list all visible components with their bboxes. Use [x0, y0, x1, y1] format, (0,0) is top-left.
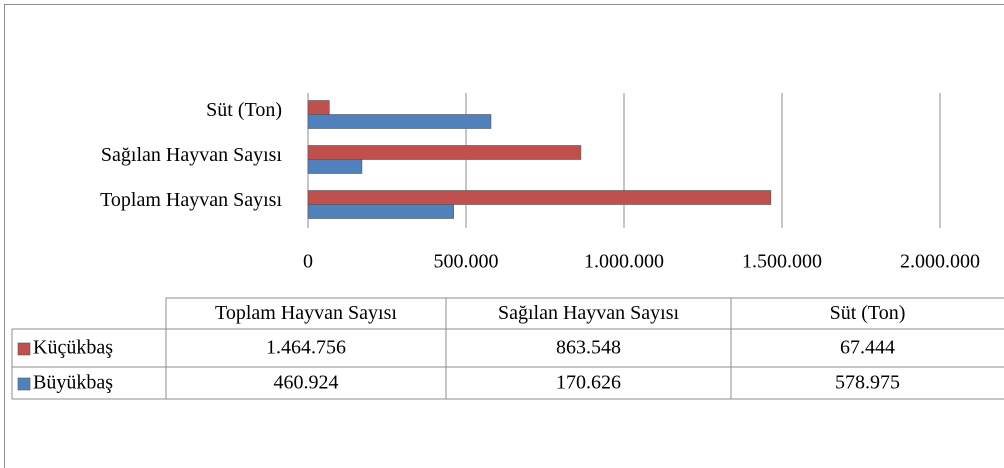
table-value: 1.464.756 [266, 337, 346, 359]
bar [307, 204, 454, 219]
y-tick-label: Süt (Ton) [206, 99, 282, 121]
x-tick-label: 2.000.000 [900, 251, 980, 273]
table-header: Süt (Ton) [830, 302, 906, 324]
x-tick-label: 500.000 [434, 251, 499, 273]
bar [307, 114, 492, 129]
bar [307, 100, 330, 115]
table-value: 460.924 [274, 372, 339, 394]
x-tick-label: 1.000.000 [584, 251, 664, 273]
bar [307, 190, 772, 205]
x-tick-label: 0 [303, 251, 313, 273]
bar [307, 145, 582, 160]
legend-label: Büyükbaş [33, 372, 113, 394]
table-value: 170.626 [556, 372, 621, 394]
legend-key [17, 377, 31, 391]
table-header: Toplam Hayvan Sayısı [215, 302, 397, 324]
legend-label: Küçükbaş [33, 337, 113, 359]
table-value: 67.444 [840, 337, 895, 359]
bar [307, 159, 363, 174]
table-value: 863.548 [556, 337, 621, 359]
chart-border [4, 4, 1004, 468]
x-tick-label: 1.500.000 [742, 251, 822, 273]
table-header: Sağılan Hayvan Sayısı [498, 302, 680, 324]
y-tick-label: Toplam Hayvan Sayısı [100, 189, 282, 211]
table-value: 578.975 [835, 372, 900, 394]
legend-key [17, 342, 31, 356]
y-tick-label: Sağılan Hayvan Sayısı [101, 144, 283, 166]
